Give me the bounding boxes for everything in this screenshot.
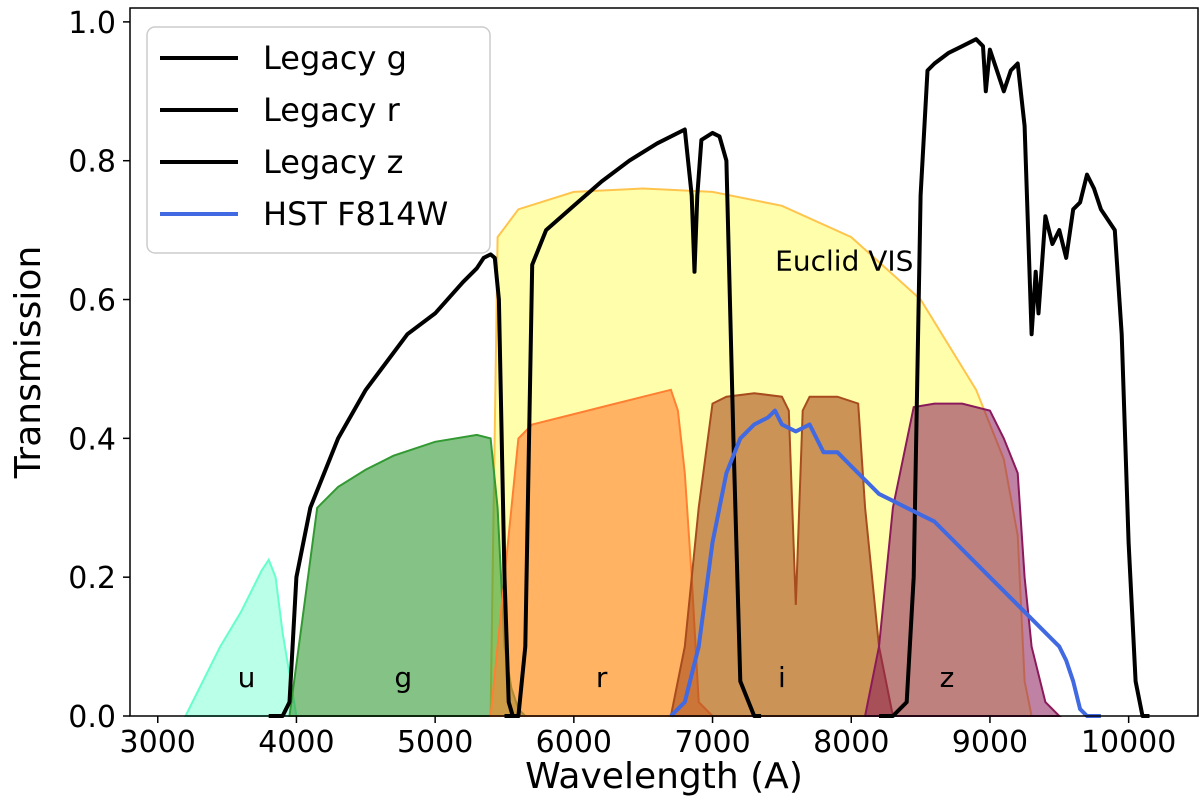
filter-curves: [268, 37, 1150, 718]
x-axis-ticks: 3000 4000 5000 6000 7000 8000 9000 10000: [120, 716, 1176, 760]
x-tick-label: 4000: [258, 725, 334, 760]
series-legacy-z: [879, 37, 1150, 718]
band-label-r: r: [596, 661, 608, 694]
legend: Legacy g Legacy r Legacy z HST F814W: [146, 26, 491, 254]
series-legacy-g: [268, 252, 519, 718]
legend-label-legacy-r: Legacy r: [263, 91, 401, 129]
band-label-z: z: [940, 661, 955, 694]
y-axis-label: Transmission: [8, 246, 49, 480]
x-tick-label: 5000: [397, 725, 473, 760]
x-tick-label: 3000: [120, 725, 196, 760]
band-labels: Euclid VIS u g r i z: [238, 245, 955, 694]
y-tick-label: 0.2: [68, 561, 116, 596]
band-label-i: i: [778, 661, 786, 694]
y-tick-label: 1.0: [68, 6, 116, 41]
x-tick-label: 8000: [813, 725, 889, 760]
legend-label-legacy-g: Legacy g: [263, 39, 407, 77]
legend-label-hst-f814w: HST F814W: [263, 195, 448, 233]
x-axis-label: Wavelength (A): [525, 756, 803, 797]
series-legacy-r: [504, 127, 762, 718]
x-tick-label: 6000: [536, 725, 612, 760]
y-tick-label: 0.6: [68, 284, 116, 319]
x-tick-label: 7000: [674, 725, 750, 760]
band-label-u: u: [238, 661, 256, 694]
legend-label-legacy-z: Legacy z: [263, 143, 403, 181]
band-label-g: g: [394, 661, 412, 694]
y-axis-ticks: 0.0 0.2 0.4 0.6 0.8 1.0: [68, 6, 130, 735]
series-hst-f814w: [669, 408, 1101, 718]
plot-frame: [129, 7, 1199, 717]
filter-bands: [183, 187, 1062, 717]
x-tick-label: 10000: [1081, 725, 1176, 760]
x-tick-label: 9000: [952, 725, 1028, 760]
y-tick-label: 0.0: [68, 700, 116, 735]
legend-box: [146, 26, 491, 254]
y-tick-label: 0.8: [68, 145, 116, 180]
y-tick-label: 0.4: [68, 422, 116, 457]
band-label-euclid-vis: Euclid VIS: [775, 245, 913, 278]
